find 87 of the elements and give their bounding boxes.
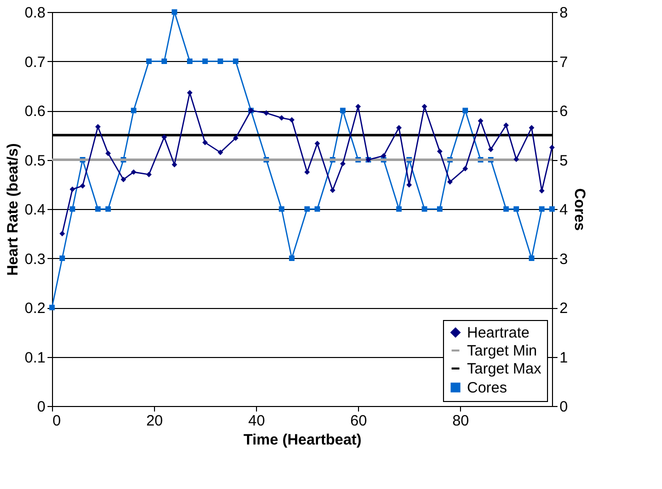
point (503, 122, 509, 128)
point (95, 124, 101, 130)
point (314, 206, 320, 212)
point (340, 160, 346, 166)
y-tick-label: 0.7 (24, 54, 46, 71)
point (278, 206, 284, 212)
point (95, 206, 101, 212)
x-tick-label: 0 (52, 412, 61, 430)
legend-label: Heartrate (467, 324, 530, 342)
y2-tick-label: 8 (560, 4, 568, 22)
point (105, 206, 111, 212)
point (59, 230, 65, 236)
legend-label: Cores (467, 380, 508, 396)
point (130, 108, 136, 114)
point (146, 172, 152, 178)
point (396, 125, 402, 130)
point (437, 148, 442, 154)
y-axis-title: Heart Rate (beat/s) (4, 143, 22, 276)
point (514, 156, 520, 162)
point (549, 144, 555, 150)
y-tick-label: 0.8 (24, 4, 46, 22)
y2-tick-label: 2 (560, 300, 568, 317)
y-tick-label: 0 (37, 398, 46, 416)
point (146, 58, 152, 64)
y-tick-label: 0.2 (24, 300, 46, 317)
point (514, 206, 520, 212)
point (304, 169, 310, 175)
point (539, 188, 545, 194)
y-tick-label: 0.1 (24, 349, 46, 366)
point (232, 135, 238, 141)
point (187, 58, 192, 64)
point (162, 58, 167, 64)
point (218, 150, 224, 156)
point (289, 117, 295, 123)
y2-tick-label: 7 (560, 54, 568, 71)
point (447, 179, 453, 185)
y2-tick-label: 0 (560, 398, 568, 416)
point (437, 206, 442, 212)
point (172, 162, 178, 168)
point (232, 58, 238, 64)
point (340, 108, 346, 114)
point (488, 146, 494, 152)
point (528, 256, 534, 261)
point (202, 58, 208, 64)
y-tick-label: 0.5 (24, 152, 46, 170)
point (289, 256, 295, 261)
point (396, 206, 402, 212)
y-tick-label: 0.3 (24, 250, 46, 268)
y2-tick-label: 3 (560, 250, 568, 268)
y2-tick-label: 5 (560, 152, 568, 170)
point (105, 150, 111, 156)
point (422, 206, 428, 212)
x-tick-label: 20 (146, 412, 163, 430)
x-axis-title: Time (Heartbeat) (243, 432, 362, 448)
x-tick-label: 40 (248, 412, 265, 430)
y2-tick-label: 4 (560, 202, 568, 218)
point (70, 186, 76, 192)
legend-label: Target Max (467, 360, 542, 378)
point (264, 110, 270, 116)
point (218, 58, 224, 64)
point (478, 118, 484, 124)
y-tick-label: 0.4 (24, 202, 46, 218)
legend-label: Target Min (467, 342, 538, 360)
point (130, 169, 136, 175)
point (462, 108, 468, 114)
point (539, 206, 545, 212)
y2-axis-title: Cores (570, 188, 588, 231)
y-tick-label: 0.6 (24, 103, 46, 120)
y2-tick-label: 6 (560, 103, 568, 120)
point (330, 188, 336, 194)
point (314, 140, 320, 146)
x-tick-label: 60 (350, 412, 367, 430)
y2-tick-label: 1 (560, 349, 568, 366)
point (278, 115, 284, 121)
point (162, 134, 167, 140)
point (462, 166, 468, 172)
point (380, 153, 386, 159)
point (304, 206, 310, 212)
point (59, 256, 65, 261)
point (70, 206, 76, 212)
point (202, 140, 208, 146)
point (172, 9, 178, 15)
point (528, 125, 534, 130)
x-tick-label: 80 (452, 412, 470, 430)
point (80, 183, 86, 189)
point (120, 176, 126, 182)
point (503, 206, 509, 212)
